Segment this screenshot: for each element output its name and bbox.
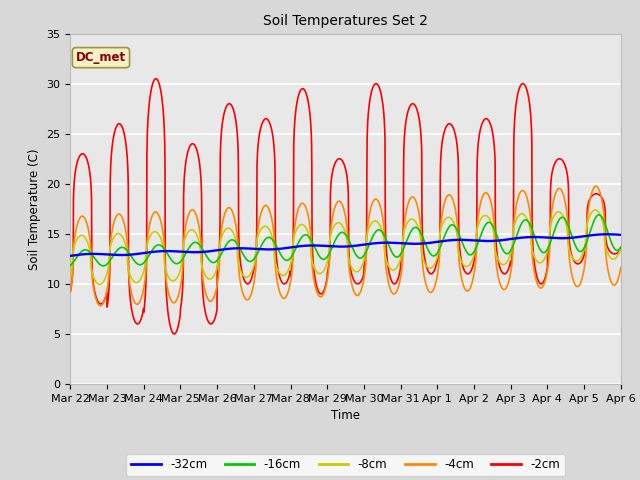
Title: Soil Temperatures Set 2: Soil Temperatures Set 2 (263, 14, 428, 28)
X-axis label: Time: Time (331, 409, 360, 422)
Y-axis label: Soil Temperature (C): Soil Temperature (C) (28, 148, 41, 270)
Legend: -32cm, -16cm, -8cm, -4cm, -2cm: -32cm, -16cm, -8cm, -4cm, -2cm (126, 454, 565, 476)
Text: DC_met: DC_met (76, 51, 126, 64)
